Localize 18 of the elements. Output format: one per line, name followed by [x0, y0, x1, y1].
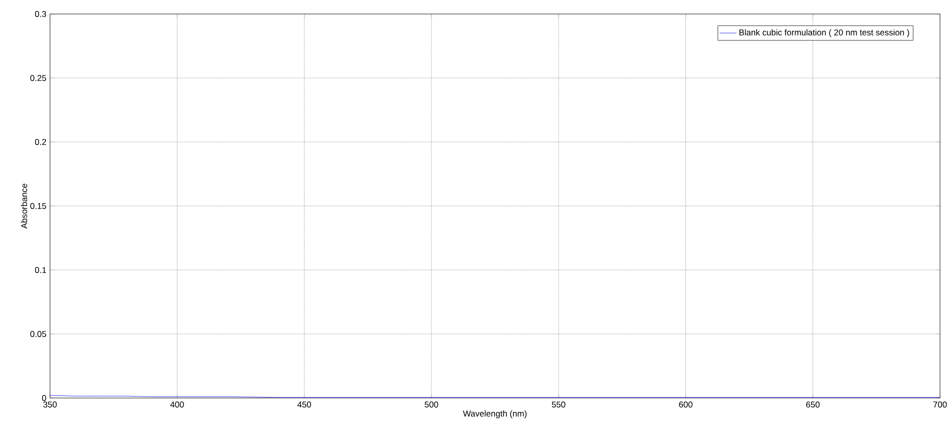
- x-tick-label: 350: [43, 402, 57, 408]
- y-tick-label: 0.1: [35, 267, 46, 273]
- y-tick-label: 0: [42, 395, 46, 401]
- x-tick-label: 550: [552, 402, 566, 408]
- x-tick-label: 400: [170, 402, 184, 408]
- y-tick-label: 0.15: [30, 203, 46, 209]
- x-tick-label: 450: [297, 402, 312, 408]
- y-tick-label: 0.3: [35, 11, 46, 17]
- x-axis-title: Wavelength (nm): [462, 410, 527, 418]
- legend-label: Blank cubic formulation ( 20 nm test session ): [739, 29, 910, 38]
- y-tick-label: 0.2: [35, 139, 46, 145]
- y-tick-label: 0.05: [30, 331, 46, 337]
- x-tick-label: 700: [933, 402, 947, 408]
- y-axis-title: Absorbance: [20, 184, 28, 229]
- x-tick-label: 600: [679, 402, 692, 408]
- x-tick-label: 500: [424, 402, 438, 408]
- x-tick-label: 650: [806, 402, 820, 408]
- y-tick-label: 0.25: [30, 75, 46, 81]
